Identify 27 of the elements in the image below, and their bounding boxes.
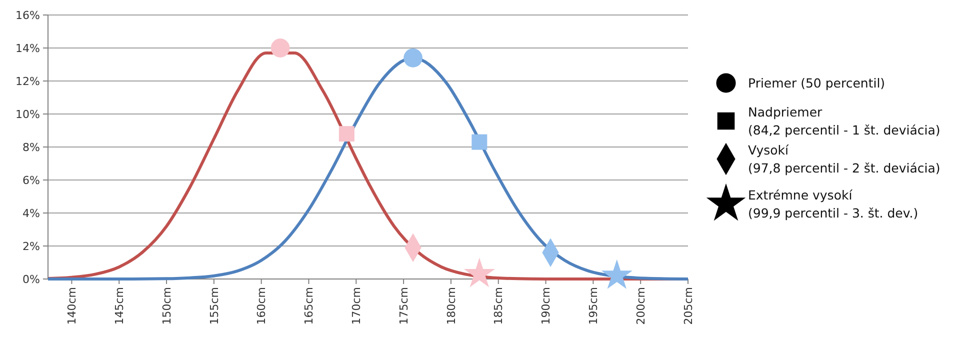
x-tick-label: 190cm: [540, 287, 553, 325]
text: Extrémne vysokí (99,9 percentil - 3. št. dev.): [748, 187, 918, 220]
text: Priemer (50 percentil): [748, 75, 886, 90]
y-tick-label: 16%: [16, 8, 40, 22]
text: Vysokí (97,8 percentil - 2 št. deviácia): [748, 142, 940, 176]
y-tick-label: 12%: [16, 74, 40, 88]
x-tick-label: 205cm: [682, 287, 695, 325]
y-tick-label: 14%: [16, 42, 40, 55]
x-tick-label: 195cm: [587, 287, 600, 325]
y-tick-label: 0%: [22, 272, 40, 286]
y-tick-label: 10%: [16, 108, 40, 121]
x-tick-label: 150cm: [160, 287, 174, 325]
x-tick-label: 160cm: [255, 287, 268, 325]
y-tick-label: 2%: [22, 240, 40, 253]
x-tick-label: 170cm: [350, 287, 363, 325]
x-tick-label: 155cm: [208, 287, 221, 325]
x-tick-label: 145cm: [112, 287, 126, 325]
x-tick-label: 140cm: [66, 287, 79, 325]
x-tick-label: 180cm: [444, 287, 458, 325]
x-tick-label: 185cm: [492, 287, 506, 325]
y-tick-label: 8%: [22, 140, 40, 154]
y-tick-label: 6%: [22, 174, 40, 187]
y-tick-label: 4%: [22, 206, 40, 220]
x-tick-label: 175cm: [397, 287, 410, 325]
x-tick-label: 165cm: [302, 287, 316, 325]
text: Nadpriemer (84,2 percentil - 1 št. deviácia): [748, 104, 940, 138]
x-tick-label: 200cm: [634, 287, 648, 325]
